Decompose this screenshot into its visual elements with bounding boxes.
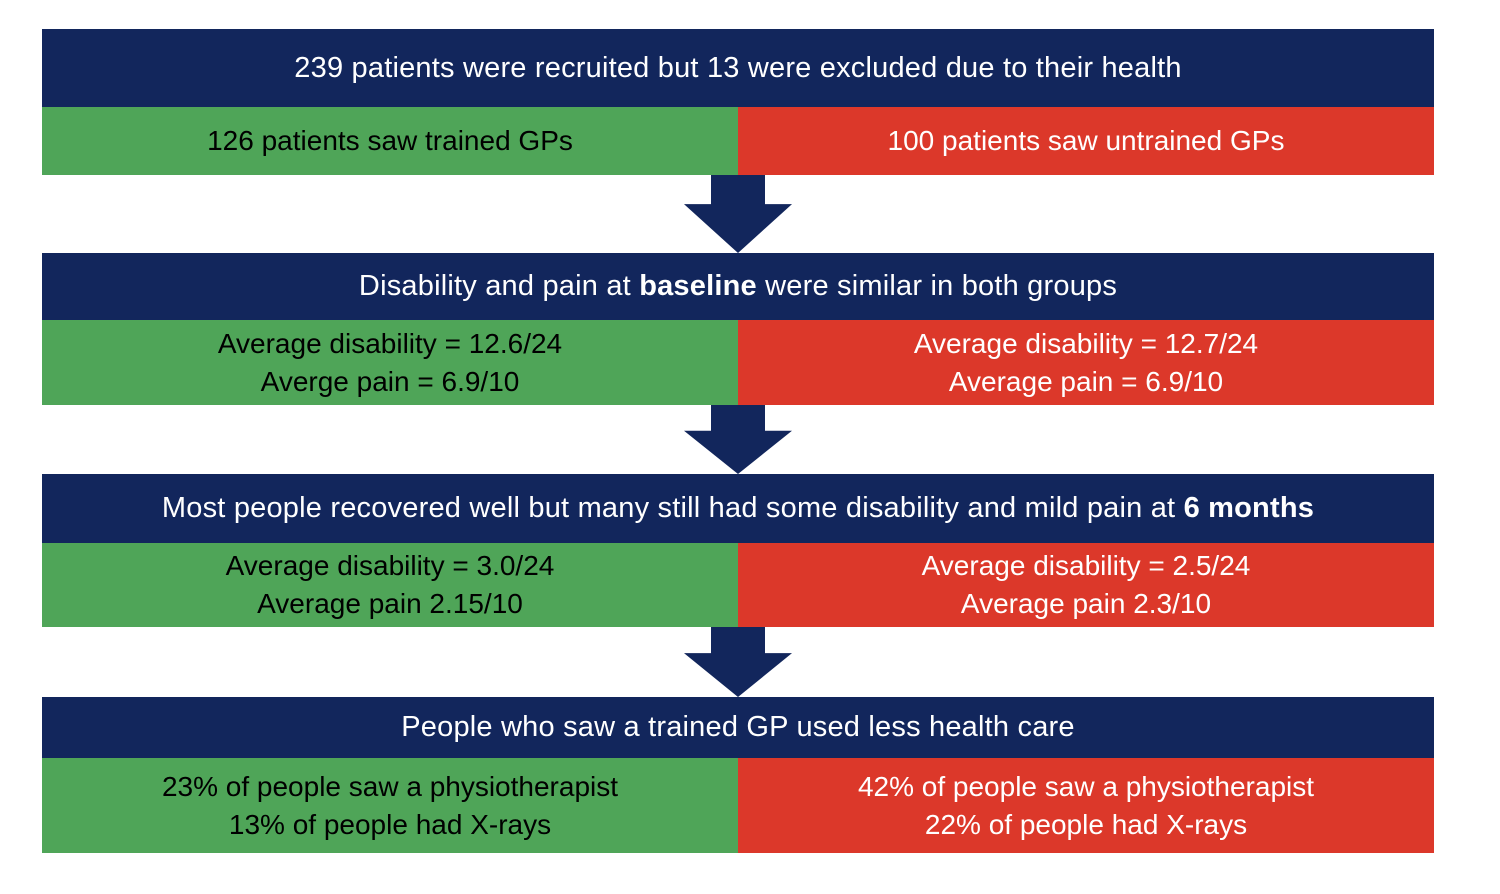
patient-flow-diagram: 239 patients were recruited but 13 were … <box>42 29 1434 853</box>
stat-line: Average disability = 2.5/24 <box>921 550 1251 581</box>
header-text-bold: baseline <box>639 270 757 302</box>
down-arrow-icon <box>684 627 792 697</box>
header-text-pre: Most people recovered well but many stil… <box>161 492 1184 524</box>
header-text-pre: People who saw a trained GP used less he… <box>401 711 1075 743</box>
header-text-bold: 6 months <box>1183 492 1315 524</box>
untrained-gp-cell: 42% of people saw a physiotherapist 22% … <box>738 758 1434 853</box>
untrained-gp-cell: 100 patients saw untrained GPs <box>738 107 1434 175</box>
stat-line: 23% of people saw a physiotherapist <box>161 770 619 802</box>
section-six-months-header: Most people recovered well but many stil… <box>42 474 1434 543</box>
section-baseline: Disability and pain at baseline were sim… <box>42 253 1434 405</box>
section-recruitment: 239 patients were recruited but 13 were … <box>42 29 1434 175</box>
down-arrow-icon <box>684 405 792 474</box>
stat-line: 22% of people had X-rays <box>924 808 1248 840</box>
stat-line: Average disability = 12.7/24 <box>913 327 1259 359</box>
trained-gp-cell: Average disability = 3.0/24 Average pain… <box>42 543 738 627</box>
stat-line: 42% of people saw a physiotherapist <box>857 770 1315 802</box>
section-baseline-header: Disability and pain at baseline were sim… <box>42 253 1434 320</box>
stat-line: Average disability = 12.6/24 <box>217 327 563 359</box>
section-six-months: Most people recovered well but many stil… <box>42 474 1434 627</box>
header-text-post: were similar in both groups <box>756 270 1118 302</box>
section-healthcare-use-header: People who saw a trained GP used less he… <box>42 697 1434 758</box>
section-recruitment-header: 239 patients were recruited but 13 were … <box>42 29 1434 107</box>
trained-gp-cell: 126 patients saw trained GPs <box>42 107 738 175</box>
header-text-pre: Disability and pain at <box>358 270 640 302</box>
trained-gp-cell: Average disability = 12.6/24 Averge pain… <box>42 320 738 405</box>
section-healthcare-use: People who saw a trained GP used less he… <box>42 697 1434 853</box>
header-text-pre: 239 patients were recruited but 13 were … <box>294 51 1182 84</box>
section-healthcare-use-body: 23% of people saw a physiotherapist 13% … <box>42 758 1434 853</box>
flow-connector-3 <box>42 627 1434 697</box>
untrained-gp-cell: Average disability = 2.5/24 Average pain… <box>738 543 1434 627</box>
stat-line: Average pain 2.15/10 <box>257 588 523 619</box>
flow-connector-1 <box>42 175 1434 253</box>
stat-line: Average disability = 3.0/24 <box>225 550 555 581</box>
flow-connector-2 <box>42 405 1434 474</box>
trained-gp-cell: 23% of people saw a physiotherapist 13% … <box>42 758 738 853</box>
stat-line: Averge pain = 6.9/10 <box>260 365 520 397</box>
stat-line: 100 patients saw untrained GPs <box>887 125 1285 156</box>
section-baseline-body: Average disability = 12.6/24 Averge pain… <box>42 320 1434 405</box>
section-six-months-body: Average disability = 3.0/24 Average pain… <box>42 543 1434 627</box>
stat-line: 126 patients saw trained GPs <box>207 125 573 156</box>
down-arrow-icon <box>684 175 792 253</box>
section-recruitment-body: 126 patients saw trained GPs 100 patient… <box>42 107 1434 175</box>
stat-line: Average pain = 6.9/10 <box>948 365 1224 397</box>
stat-line: 13% of people had X-rays <box>228 808 552 840</box>
stat-line: Average pain 2.3/10 <box>960 588 1212 619</box>
untrained-gp-cell: Average disability = 12.7/24 Average pai… <box>738 320 1434 405</box>
